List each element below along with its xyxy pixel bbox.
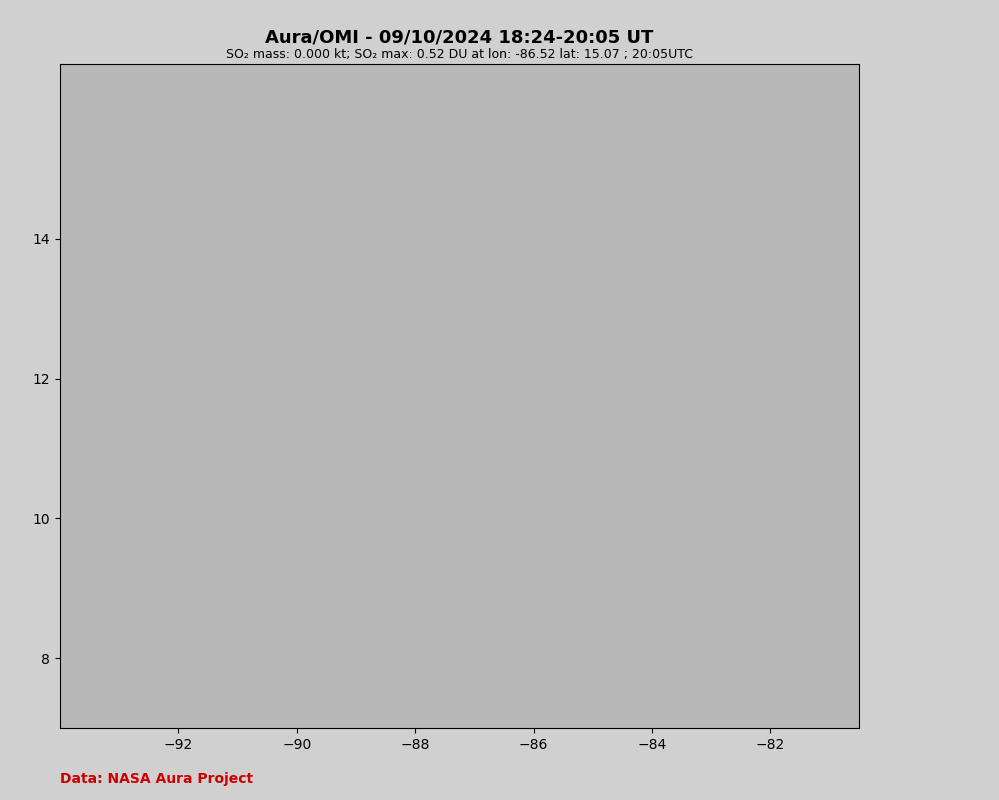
Text: Aura/OMI - 09/10/2024 18:24-20:05 UT: Aura/OMI - 09/10/2024 18:24-20:05 UT: [266, 28, 653, 46]
Text: Data: NASA Aura Project: Data: NASA Aura Project: [60, 771, 253, 786]
Text: SO₂ mass: 0.000 kt; SO₂ max: 0.52 DU at lon: -86.52 lat: 15.07 ; 20:05UTC: SO₂ mass: 0.000 kt; SO₂ max: 0.52 DU at …: [226, 48, 693, 61]
